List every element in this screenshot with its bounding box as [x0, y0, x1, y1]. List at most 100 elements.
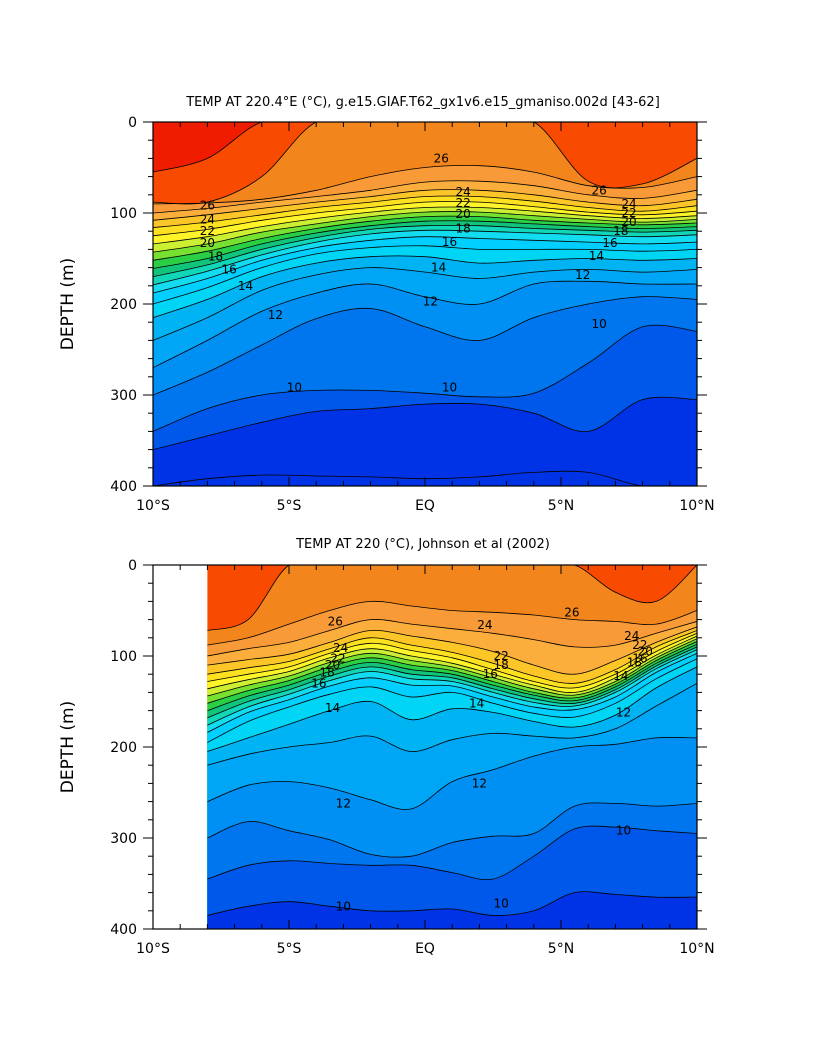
isotherm-23 [207, 632, 697, 689]
chart-title: TEMP AT 220 (°C), Johnson et al (2002) [295, 537, 550, 552]
contour-label: 26 [564, 605, 579, 619]
contour-label: 20 [455, 207, 470, 221]
contour-label: 20 [638, 644, 653, 658]
y-tick-label: 200 [110, 740, 137, 756]
y-axis-label: DEPTH (m) [58, 701, 78, 793]
contour-label: 22 [330, 652, 345, 666]
contour-label: 22 [621, 206, 636, 220]
contour-label: 24 [333, 641, 348, 655]
contour-label: 24 [477, 618, 492, 632]
isotherm-22 [207, 635, 697, 693]
contour-label: 22 [200, 224, 215, 238]
contour-label: 12 [616, 705, 631, 719]
contour-label: 12 [472, 776, 487, 790]
contour-label: 24 [455, 185, 470, 199]
isotherm-24 [153, 195, 697, 228]
y-tick-label: 400 [110, 479, 137, 495]
isotherm-19 [153, 220, 697, 269]
contour-label: 26 [591, 183, 606, 197]
y-tick-label: 100 [110, 649, 137, 665]
isotherm-26 [207, 619, 697, 657]
x-tick-label: EQ [415, 941, 435, 957]
isotherm-23 [153, 201, 697, 237]
contour-label: 20 [325, 658, 340, 672]
contour-label: 24 [621, 197, 636, 211]
x-tick-label: 5°N [548, 941, 574, 957]
isotherm-27 [153, 164, 697, 205]
contour-label: 10 [287, 381, 302, 395]
y-tick-label: 100 [110, 206, 137, 222]
isotherm-13 [207, 682, 697, 766]
isotherm-13 [153, 267, 697, 341]
isotherm-18 [153, 224, 697, 278]
contour-label: 16 [632, 652, 647, 666]
isotherm-25 [153, 189, 697, 221]
isotherm-19 [207, 643, 697, 711]
y-tick-label: 200 [110, 297, 137, 313]
contour-label: 10 [494, 897, 509, 911]
isotherm-24 [207, 630, 697, 684]
contour-label: 12 [336, 796, 351, 810]
x-tick-label: 5°S [277, 498, 302, 514]
fill-region-below-8 [207, 929, 697, 934]
chart-panel-2: 2624222018161412102422181614121026242220… [58, 537, 715, 957]
x-tick-label: 10°N [679, 941, 714, 957]
isotherm-10 [207, 825, 697, 880]
isotherm-29 [153, 122, 697, 173]
x-tick-label: 5°N [548, 498, 574, 514]
y-tick-label: 0 [128, 115, 137, 131]
contour-label: 18 [494, 658, 509, 672]
contour-label: 18 [627, 655, 642, 669]
contour-label: 24 [200, 212, 215, 226]
isotherm-10 [153, 324, 697, 432]
isotherm-27 [207, 600, 697, 646]
contour-label: 12 [268, 308, 283, 322]
isotherm-14 [153, 255, 697, 318]
x-tick-label: 10°S [136, 941, 170, 957]
isotherm-22 [153, 206, 697, 245]
contour-label: 12 [423, 294, 438, 308]
contour-label: 14 [238, 279, 253, 293]
contour-label: 26 [328, 614, 343, 628]
isotherm-25 [207, 626, 697, 675]
contour-label: 16 [311, 676, 326, 690]
isotherm-11 [207, 802, 697, 858]
contour-label: 12 [575, 268, 590, 282]
isotherm-12 [153, 280, 697, 369]
y-tick-label: 400 [110, 922, 137, 938]
contour-label: 16 [483, 667, 498, 681]
isotherm-16 [207, 652, 697, 733]
contour-label: 10 [442, 381, 457, 395]
contour-label: 14 [613, 669, 628, 683]
plot-area: 2624222018161412102422181614121026242220… [207, 565, 697, 934]
isotherm-26 [153, 180, 697, 214]
isotherm-9 [153, 396, 697, 450]
contour-label: 18 [613, 224, 628, 238]
y-tick-label: 0 [128, 558, 137, 574]
isotherm-21 [153, 211, 697, 253]
contour-label: 10 [616, 824, 631, 838]
isotherm-12 [207, 737, 697, 810]
chart-title: TEMP AT 220.4°E (°C), g.e15.GIAF.T62_gx1… [185, 95, 660, 110]
isotherm-14 [207, 666, 697, 752]
isotherm-15 [207, 658, 697, 743]
contour-label: 22 [632, 638, 647, 652]
y-tick-label: 300 [110, 388, 137, 404]
isotherm-9 [207, 891, 697, 916]
x-tick-label: 10°S [136, 498, 170, 514]
contour-label: 16 [222, 262, 237, 276]
contour-label: 16 [602, 236, 617, 250]
y-tick-label: 300 [110, 831, 137, 847]
isotherm-15 [153, 245, 697, 305]
contour-label: 24 [624, 629, 639, 643]
isotherm-20 [207, 641, 697, 704]
contour-label: 20 [200, 236, 215, 250]
contour-label: 10 [336, 899, 351, 913]
y-axis-label: DEPTH (m) [58, 258, 78, 350]
contour-label: 20 [621, 215, 636, 229]
contour-label: 14 [589, 249, 604, 263]
x-tick-label: EQ [415, 498, 435, 514]
contour-label: 18 [208, 250, 223, 264]
chart-panel-1: 2626242220181614121024222018161412102624… [58, 95, 715, 514]
